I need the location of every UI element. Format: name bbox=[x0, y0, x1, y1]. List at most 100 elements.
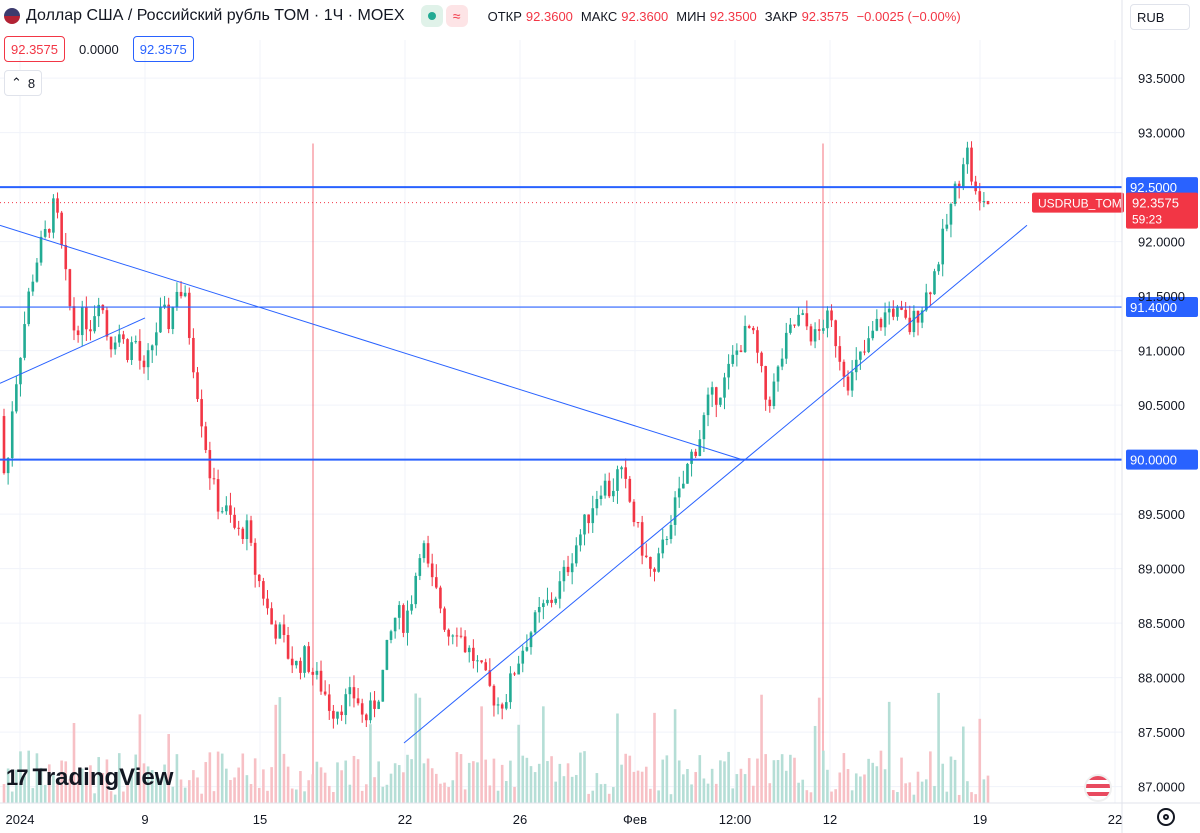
volume-bar bbox=[229, 779, 232, 803]
volume-bar bbox=[945, 791, 949, 803]
volume-bar bbox=[101, 773, 105, 803]
volume-bar bbox=[706, 783, 710, 803]
low-label: МИН bbox=[676, 8, 706, 24]
candle-body bbox=[669, 524, 673, 540]
gear-icon[interactable] bbox=[1157, 808, 1175, 826]
volume-bar bbox=[360, 790, 364, 803]
candle-body bbox=[772, 381, 776, 407]
candle-body bbox=[912, 310, 916, 333]
volume-bar bbox=[183, 787, 187, 803]
candle-body bbox=[167, 304, 170, 330]
buy-price-button[interactable]: 92.3575 bbox=[132, 36, 194, 62]
volume-bar bbox=[410, 759, 413, 803]
candle-body bbox=[896, 306, 899, 317]
candle-body bbox=[6, 458, 10, 474]
candle-body bbox=[834, 320, 837, 347]
volume-bar bbox=[723, 761, 726, 803]
volume-bar bbox=[892, 790, 895, 803]
volume-bar bbox=[665, 755, 669, 803]
symbol-title[interactable]: Доллар США / Российский рубль TOM · 1Ч ·… bbox=[26, 7, 405, 24]
candle-body bbox=[953, 183, 957, 204]
volume-bar bbox=[76, 775, 80, 803]
volume-bar bbox=[130, 770, 133, 803]
volume-bar bbox=[653, 712, 656, 803]
candle-body bbox=[517, 663, 520, 675]
candle-body bbox=[850, 372, 854, 391]
candle-body bbox=[657, 553, 660, 572]
candle-body bbox=[550, 599, 553, 603]
level-tag-bg-0 bbox=[1126, 177, 1198, 198]
volume-bar bbox=[797, 782, 800, 803]
candle-body bbox=[216, 479, 220, 512]
y-tick-4: 91.0000 bbox=[1138, 344, 1185, 359]
volume-bar bbox=[813, 725, 817, 803]
volume-bar bbox=[546, 761, 549, 803]
candle-body bbox=[908, 317, 912, 333]
volume-bar bbox=[352, 755, 356, 803]
wave-icon[interactable]: ≈ bbox=[445, 5, 468, 27]
candle-body bbox=[80, 306, 84, 336]
x-tick-3: 22 bbox=[398, 812, 412, 827]
volume-bar bbox=[307, 780, 310, 803]
volume-bar bbox=[225, 768, 228, 803]
candle-body bbox=[266, 598, 269, 609]
candle-body bbox=[60, 212, 63, 246]
candle-body bbox=[204, 426, 208, 451]
candle-body bbox=[179, 291, 183, 297]
candle-body bbox=[723, 377, 726, 398]
volume-bar bbox=[607, 793, 611, 803]
currency-button[interactable]: RUB bbox=[1130, 4, 1190, 30]
candle-body bbox=[332, 710, 335, 719]
candle-body bbox=[150, 345, 154, 351]
volume-bar bbox=[463, 789, 467, 803]
candle-body bbox=[397, 605, 401, 618]
candle-body bbox=[867, 338, 870, 353]
candle-body bbox=[513, 673, 516, 675]
volume-bar bbox=[554, 781, 557, 803]
close-value: 92.3575 bbox=[801, 8, 849, 24]
volume-bar bbox=[163, 764, 166, 803]
candle-body bbox=[690, 451, 693, 464]
candle-body bbox=[274, 624, 278, 639]
volume-bar bbox=[920, 781, 924, 803]
volume-bar bbox=[933, 785, 936, 803]
currency-flag-icon[interactable] bbox=[1084, 774, 1112, 802]
volume-bar bbox=[105, 759, 109, 803]
indicators-toggle-button[interactable]: ⌃ 8 bbox=[4, 70, 43, 96]
volume-bar bbox=[883, 769, 887, 803]
volume-bar bbox=[986, 775, 990, 803]
volume-bar bbox=[570, 776, 574, 803]
candle-body bbox=[356, 698, 360, 704]
candle-body bbox=[562, 566, 566, 582]
tradingview-logo[interactable]: 17 TradingView bbox=[6, 764, 173, 792]
candle-body bbox=[381, 669, 385, 702]
volume-bar bbox=[583, 751, 586, 803]
candle-body bbox=[875, 318, 879, 331]
sell-price-button[interactable]: 92.3575 bbox=[4, 36, 65, 62]
volume-bar bbox=[574, 774, 578, 803]
volume-bar bbox=[834, 789, 837, 803]
volume-bar bbox=[850, 790, 854, 803]
candle-body bbox=[492, 685, 496, 706]
volume-bar bbox=[266, 790, 269, 803]
market-status-icon[interactable] bbox=[420, 5, 443, 27]
volume-bar bbox=[970, 792, 973, 803]
candle-body bbox=[649, 556, 652, 569]
candle-body bbox=[871, 330, 875, 339]
candle-body bbox=[323, 691, 327, 695]
candle-body bbox=[192, 337, 195, 373]
volume-bar bbox=[451, 780, 455, 803]
volume-bar bbox=[480, 706, 483, 803]
volume-bar bbox=[10, 791, 14, 803]
volume-bar bbox=[579, 752, 582, 803]
candle-body bbox=[686, 463, 689, 484]
candle-body bbox=[229, 505, 232, 515]
candle-body bbox=[764, 366, 767, 400]
volume-bar bbox=[27, 750, 31, 803]
volume-bar bbox=[702, 778, 706, 803]
candle-body bbox=[529, 632, 533, 648]
volume-bar bbox=[916, 771, 920, 803]
volume-bar bbox=[747, 758, 751, 803]
candle-body bbox=[743, 325, 747, 353]
